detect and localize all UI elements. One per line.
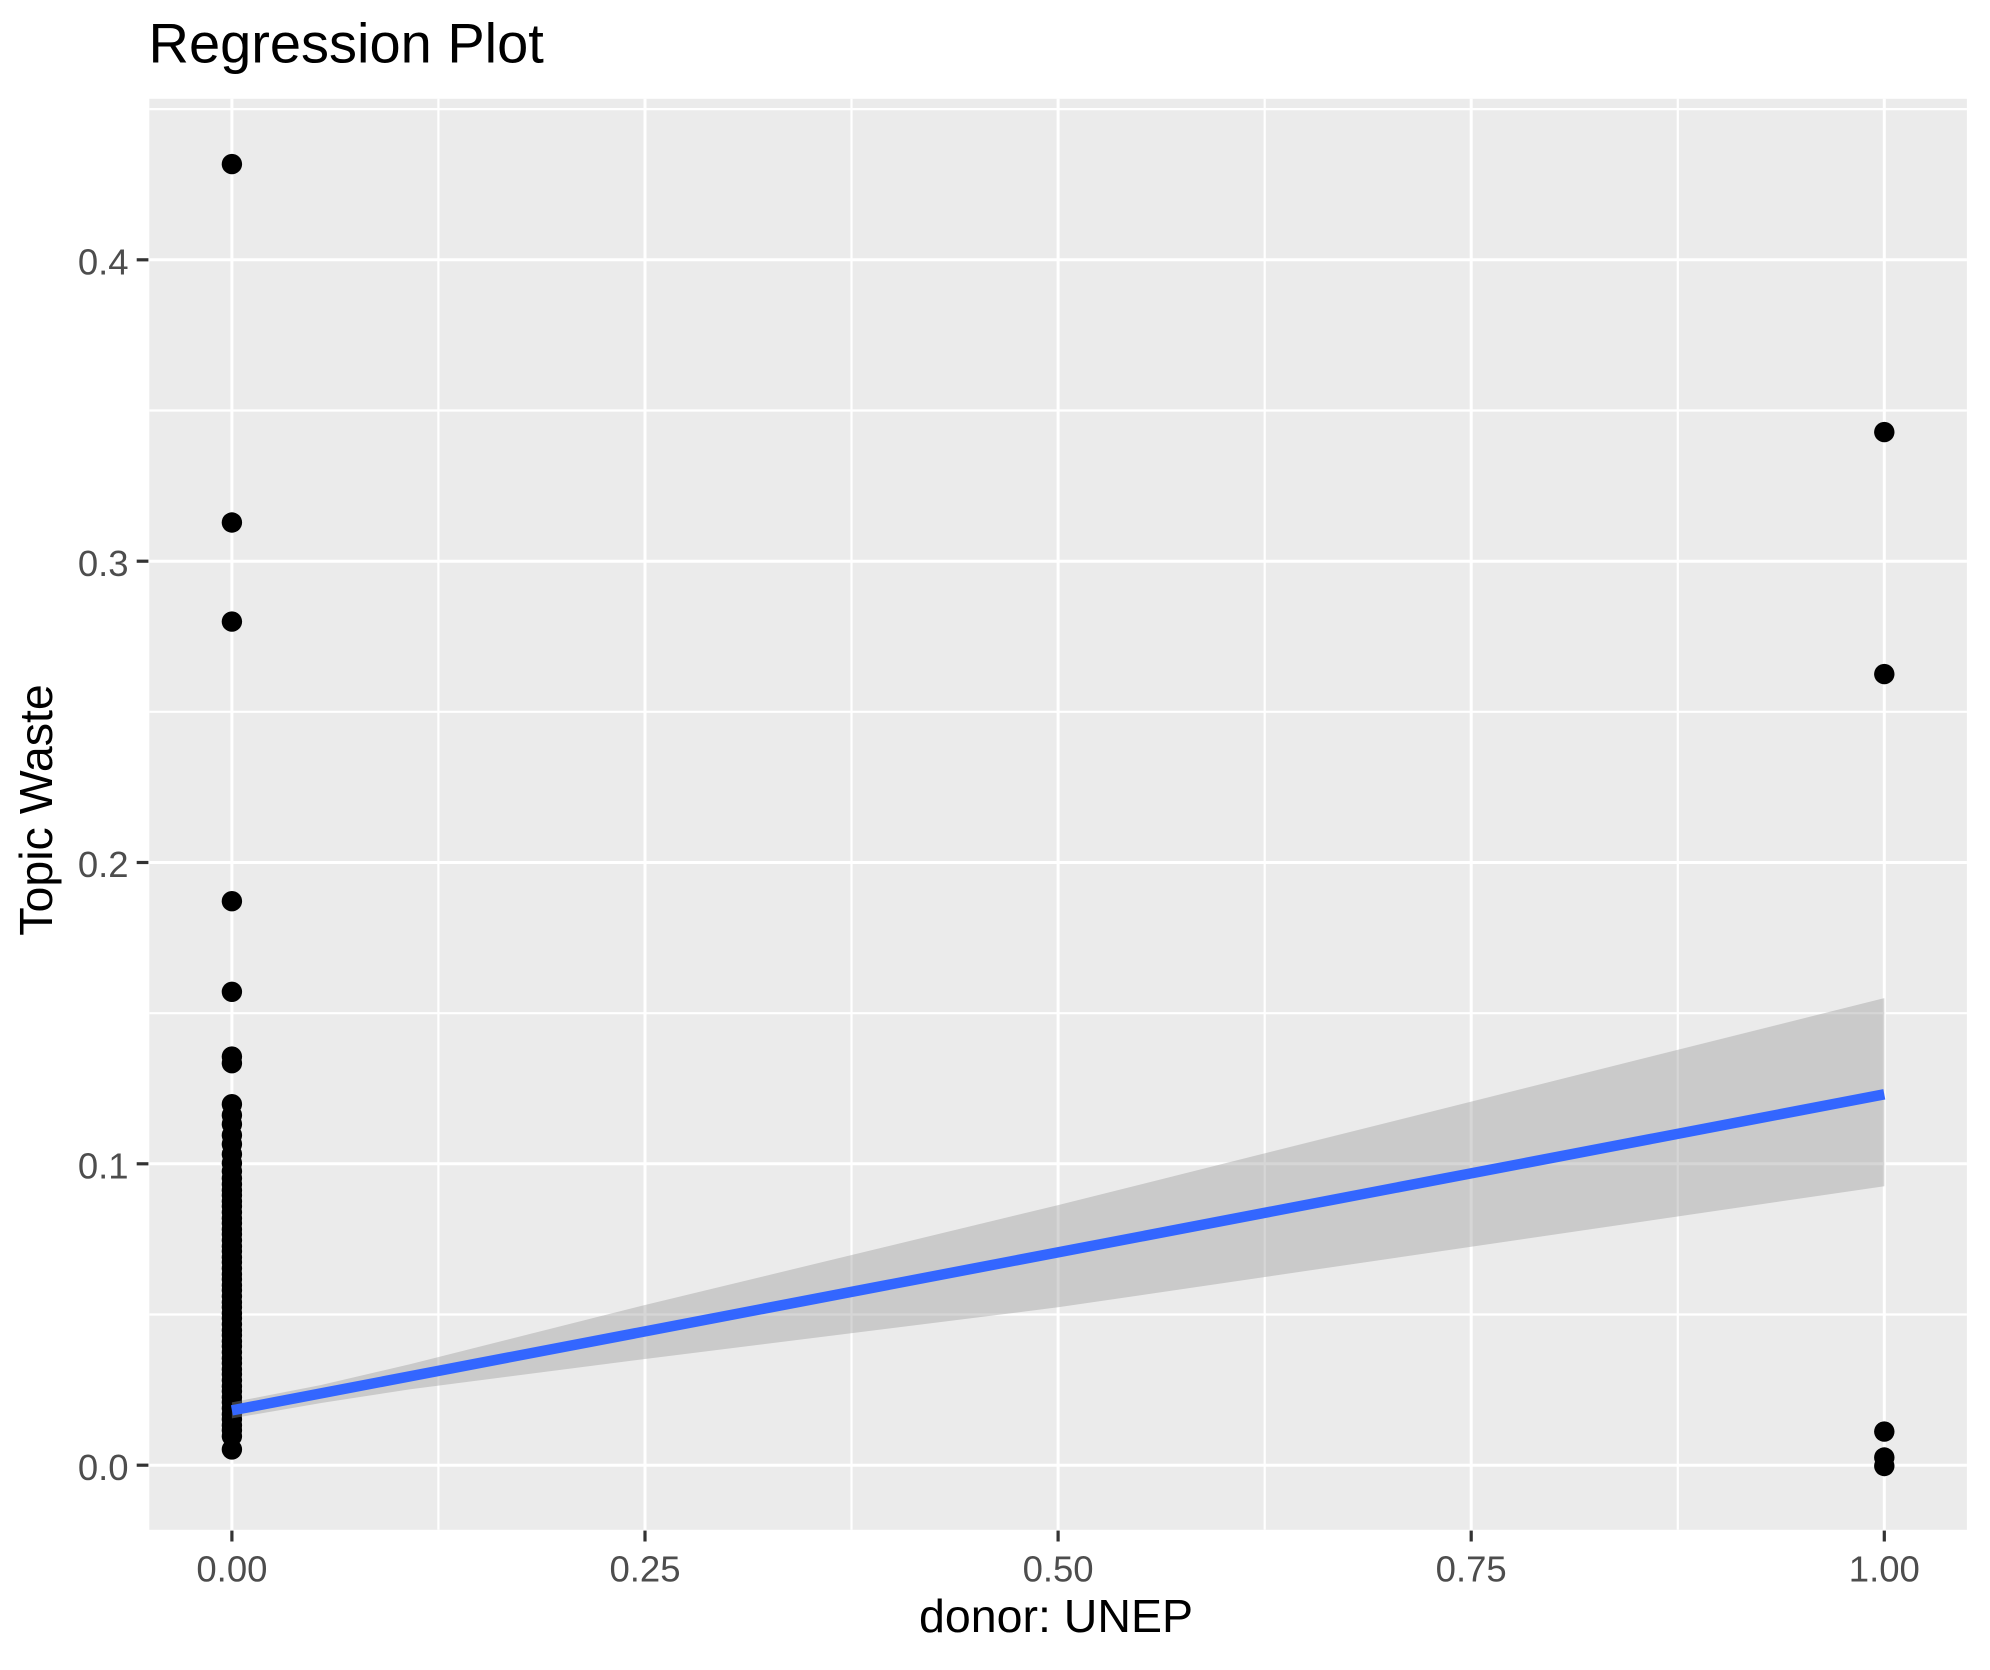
svg-text:0.50: 0.50 bbox=[1023, 1549, 1094, 1590]
svg-text:1.00: 1.00 bbox=[1849, 1549, 1920, 1590]
svg-text:0.25: 0.25 bbox=[609, 1549, 680, 1590]
svg-text:0.0: 0.0 bbox=[78, 1447, 129, 1488]
svg-text:0.00: 0.00 bbox=[196, 1549, 267, 1590]
svg-text:Regression Plot: Regression Plot bbox=[149, 11, 545, 74]
svg-text:0.4: 0.4 bbox=[78, 241, 129, 282]
svg-text:Topic Waste: Topic Waste bbox=[10, 684, 62, 936]
svg-text:0.2: 0.2 bbox=[78, 844, 129, 885]
svg-text:0.75: 0.75 bbox=[1436, 1549, 1507, 1590]
svg-text:0.1: 0.1 bbox=[78, 1145, 129, 1186]
svg-text:donor: UNEP: donor: UNEP bbox=[919, 1590, 1193, 1642]
svg-text:0.3: 0.3 bbox=[78, 543, 129, 584]
